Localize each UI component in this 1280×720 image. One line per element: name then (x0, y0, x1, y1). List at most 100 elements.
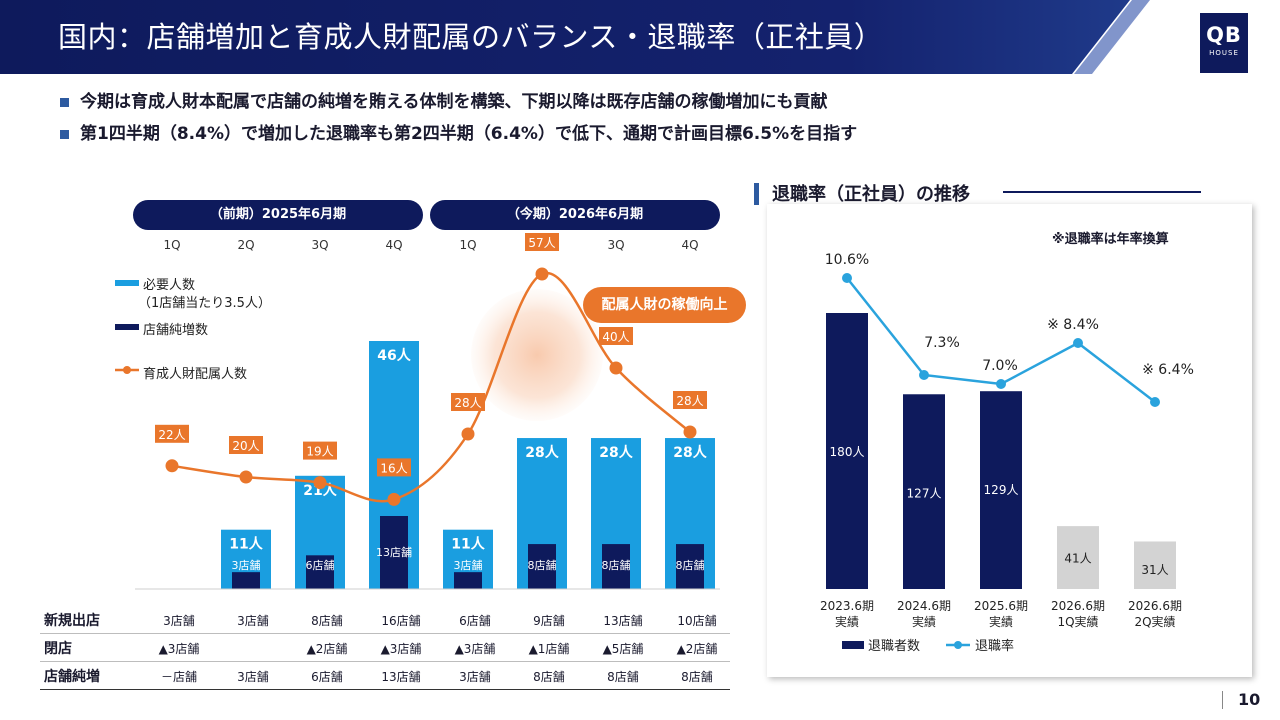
bullet-item: 第1四半期（8.4%）で増加した退職率も第2四半期（6.4%）で低下、通期で計画… (60, 118, 857, 150)
assigned-label-box (673, 391, 707, 409)
table-cell: 13店舗 (381, 670, 421, 684)
quarter-label: 3Q (607, 238, 625, 252)
required-bar-label: 28人 (673, 444, 707, 461)
assigned-point (683, 425, 697, 439)
assigned-label: 20人 (232, 439, 259, 453)
rate-label: ※ 8.4% (1047, 317, 1099, 333)
assigned-label-box (155, 424, 189, 443)
rate-point (996, 379, 1006, 389)
rate-label: 7.0% (982, 358, 1018, 374)
table-cell: ▲1店舗 (528, 642, 570, 656)
assigned-label: 28人 (454, 396, 481, 410)
assigned-label-box (229, 436, 263, 454)
legend-swatch-required (115, 280, 139, 286)
assigned-point (461, 427, 475, 441)
table-row: 店舗純増 －店舗 3店舗 6店舗 13店舗 3店舗 8店舗 8店舗 8店舗 (40, 661, 730, 690)
summary-bullets: 今期は育成人財本配属で店舗の純増を賄える体制を構築、下期以降は既存店舗の稼働増加… (60, 86, 857, 150)
table-cell: ▲3店舗 (158, 642, 200, 656)
leavers-bar-label: 129人 (984, 483, 1019, 497)
page-divider (1222, 691, 1223, 709)
assigned-label: 16人 (380, 461, 407, 475)
legend-assigned-label: 育成人財配属人数 (143, 367, 248, 382)
category-label: 2026.6期 (1128, 599, 1182, 613)
required-bar-label: 46人 (377, 347, 411, 364)
table-cell: 3店舗 (237, 614, 269, 628)
assigned-label-box (525, 233, 559, 251)
net-increase-label: 8店舗 (602, 558, 631, 572)
turnover-chart-title: 退職率（正社員）の推移 (772, 184, 970, 205)
rate-label: 7.3% (924, 335, 960, 351)
leavers-bar (826, 313, 868, 589)
table-cell: ▲2店舗 (676, 642, 718, 656)
net-increase-bar (454, 572, 482, 589)
category-label: 実績 (912, 614, 936, 629)
required-bar-label: 28人 (599, 444, 633, 461)
required-bar-label: 11人 (451, 536, 485, 553)
page-number: 10 (1238, 690, 1261, 709)
net-increase-label: 13店舗 (376, 545, 412, 559)
legend-leavers-label: 退職者数 (868, 639, 920, 654)
table-cell: 3店舗 (237, 670, 269, 684)
assigned-label: 57人 (528, 236, 555, 250)
table-cell: 8店舗 (533, 670, 565, 684)
category-label: 実績 (835, 614, 859, 629)
assigned-point (609, 361, 623, 375)
table-row: 閉店 ▲3店舗 ▲2店舗 ▲3店舗 ▲3店舗 ▲1店舗 ▲5店舗 ▲2店舗 (40, 633, 730, 662)
net-increase-bar (232, 572, 260, 589)
assigned-label-box (451, 393, 485, 411)
assigned-label: 19人 (306, 445, 333, 459)
rate-label: 10.6% (825, 252, 869, 268)
table-cell: 3店舗 (163, 614, 195, 628)
assigned-label: 22人 (158, 428, 185, 442)
assigned-label-box (303, 441, 337, 460)
annualized-note: ※退職率は年率換算 (1052, 232, 1169, 247)
table-cell: ▲2店舗 (306, 642, 348, 656)
assigned-point (239, 470, 253, 484)
required-bar-label: 11人 (229, 536, 263, 553)
net-increase-bar (602, 544, 630, 589)
net-increase-label: 8店舗 (676, 558, 705, 572)
category-label: 実績 (989, 614, 1013, 629)
highlight-glow (471, 289, 603, 421)
logo-text: QB (1206, 23, 1242, 47)
net-increase-label: 6店舗 (306, 558, 335, 572)
row-label: 新規出店 (44, 613, 100, 629)
assigned-label-box (377, 458, 411, 477)
rate-point (842, 273, 852, 283)
quarter-label: 1Q (459, 238, 477, 252)
table-row: 新規出店 3店舗 3店舗 8店舗 16店舗 6店舗 9店舗 13店舗 10店舗 (40, 605, 730, 634)
required-bar-label: 28人 (525, 444, 559, 461)
net-increase-bar (380, 516, 408, 589)
net-increase-label: 3店舗 (232, 558, 261, 572)
net-increase-bar (528, 544, 556, 589)
net-increase-label: 8店舗 (528, 558, 557, 572)
bullet-item: 今期は育成人財本配属で店舗の純増を賄える体制を構築、下期以降は既存店舗の稼働増加… (60, 86, 857, 118)
legend-swatch-leavers (842, 641, 864, 649)
qb-house-logo: QB HOUSE (1200, 13, 1248, 73)
legend-swatch-assigned-dot (123, 366, 131, 374)
header-banner: 国内：店舗増加と育成人財配属のバランス・退職率（正社員） QB HOUSE (0, 0, 1280, 74)
row-label: 閉店 (44, 641, 72, 657)
leavers-bar (903, 394, 945, 589)
legend-swatch-rate-dot (954, 641, 962, 649)
table-cell: ▲5店舗 (602, 642, 644, 656)
assigned-point (313, 476, 327, 490)
category-label: 2023.6期 (820, 599, 874, 613)
section-marker (754, 183, 759, 205)
quarter-label: 1Q (163, 238, 181, 252)
legend-rate-label: 退職率 (975, 638, 1014, 654)
leavers-bar-label: 127人 (907, 486, 942, 500)
quarter-label: 2Q (237, 238, 255, 252)
header-background (0, 0, 1150, 74)
leavers-bar (1134, 541, 1176, 589)
category-label: 2Q実績 (1134, 614, 1175, 629)
quarter-label: 3Q (311, 238, 329, 252)
page-title: 国内：店舗増加と育成人財配属のバランス・退職率（正社員） (58, 20, 884, 54)
assigned-label: 28人 (676, 394, 703, 408)
assigned-point (535, 267, 549, 281)
period-pill-current: （今期）2026年6月期 (430, 200, 720, 230)
assigned-label-box (599, 327, 633, 345)
period-pill-previous: （前期）2025年6月期 (133, 200, 423, 230)
net-increase-bar (306, 555, 334, 589)
